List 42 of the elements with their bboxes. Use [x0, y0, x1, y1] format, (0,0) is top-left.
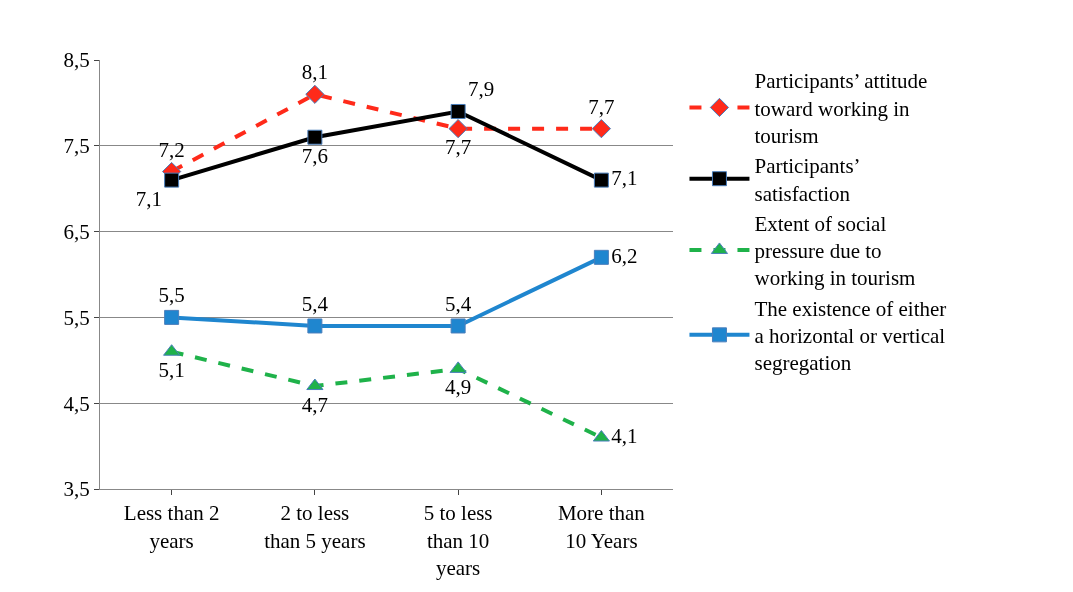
- point: [593, 249, 609, 265]
- point: [448, 119, 468, 139]
- data-label: 7,9: [467, 77, 495, 102]
- point: [450, 318, 466, 334]
- point: [591, 119, 611, 139]
- data-label: 7,7: [445, 135, 472, 160]
- data-label: 7,6: [301, 143, 329, 168]
- data-label: 4,7: [301, 392, 329, 417]
- data-label: 7,1: [611, 166, 638, 191]
- x-tick-label: 5 to less than 10 years: [423, 501, 493, 580]
- y-tick-label: 6,5: [63, 219, 90, 244]
- legend-label: Participants’ satisfaction: [754, 154, 861, 206]
- data-label: 4,1: [611, 423, 638, 448]
- data-label: 7,1: [135, 186, 162, 211]
- y-tick-label: 7,5: [63, 134, 90, 159]
- data-label: 5,5: [158, 283, 185, 308]
- x-tick-label: 2 to less than 5 years: [264, 501, 366, 553]
- x-tick-label: More than 10 Years: [557, 501, 646, 553]
- point: [164, 309, 180, 325]
- data-label: 8,1: [301, 60, 329, 85]
- point: [305, 84, 325, 104]
- point: [306, 378, 324, 391]
- data-label: 6,2: [611, 243, 638, 268]
- x-tick-label: Less than 2 years: [123, 501, 220, 553]
- y-tick-label: 3,5: [63, 477, 90, 502]
- point: [593, 172, 609, 188]
- data-label: 5,4: [301, 291, 329, 316]
- point: [307, 318, 323, 334]
- data-label: 4,9: [445, 375, 472, 400]
- data-label: 5,1: [158, 358, 185, 383]
- point: [450, 103, 466, 119]
- legend-label: Extent of social pressure due to working in tourism: [754, 211, 916, 291]
- legend-label: The existence of either a horizontal or vertical segregation: [754, 296, 947, 376]
- point: [307, 129, 323, 145]
- data-label: 7,2: [158, 137, 185, 162]
- data-label: 5,4: [445, 291, 472, 316]
- y-tick-label: 5,5: [63, 305, 90, 330]
- y-tick-label: 8,5: [63, 48, 90, 73]
- y-tick-label: 4,5: [63, 391, 90, 416]
- data-label: 7,7: [588, 94, 615, 119]
- point: [164, 172, 180, 188]
- legend-label: Participants’ attitude toward working in tourism: [754, 69, 928, 148]
